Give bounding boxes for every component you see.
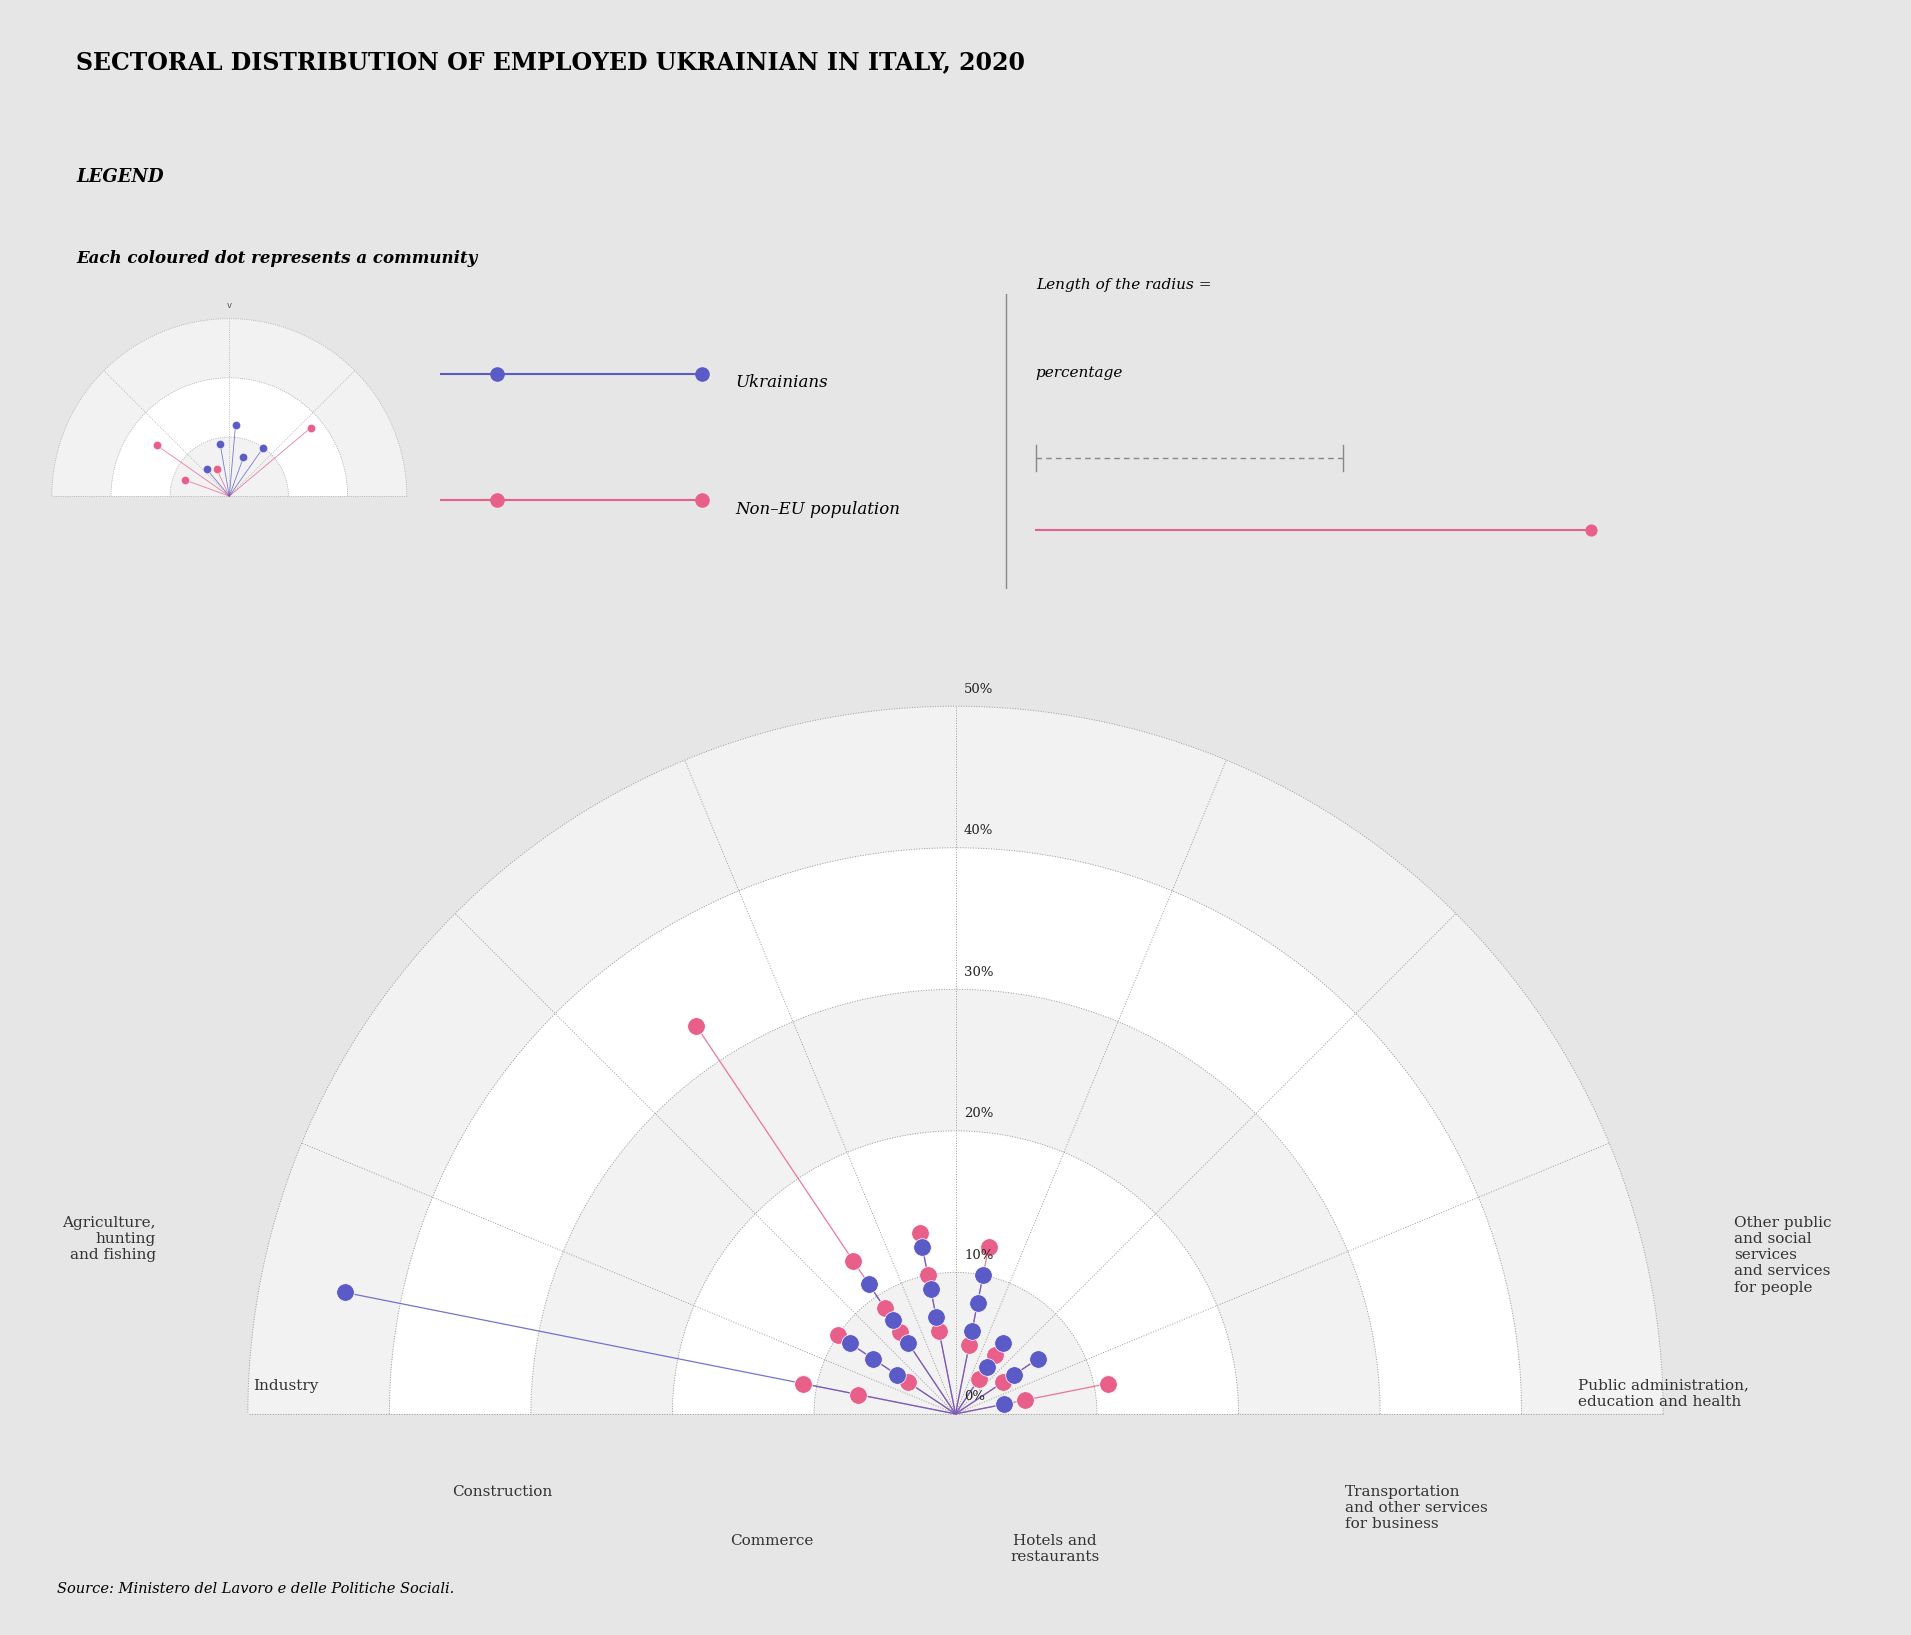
Point (201, 456, 231, 482)
Wedge shape (814, 1272, 1097, 1414)
Text: 10%: 10% (963, 1249, 994, 1262)
Point (1022, 1346, 1053, 1372)
Point (296, 415, 327, 441)
Text: Non–EU population: Non–EU population (736, 500, 900, 518)
Point (963, 1365, 994, 1391)
Point (999, 1362, 1030, 1388)
Text: Agriculture,
hunting
and fishing: Agriculture, hunting and fishing (63, 1216, 157, 1262)
Point (1577, 517, 1607, 543)
Wedge shape (390, 849, 1521, 1414)
Point (839, 1248, 870, 1274)
Point (787, 1370, 818, 1396)
Point (1009, 1386, 1040, 1413)
Point (885, 1318, 915, 1344)
Point (954, 1331, 984, 1357)
Text: Construction: Construction (453, 1485, 552, 1499)
Point (858, 1346, 889, 1372)
Point (1093, 1370, 1124, 1396)
Text: Transportation
and other services
for business: Transportation and other services for bu… (1345, 1485, 1487, 1530)
Point (858, 1346, 889, 1372)
Point (988, 1331, 1019, 1357)
Point (904, 1220, 934, 1246)
Point (923, 1318, 954, 1344)
Point (892, 1331, 923, 1357)
Point (963, 1290, 994, 1316)
Point (822, 1323, 852, 1349)
Text: 30%: 30% (963, 966, 994, 979)
Point (220, 412, 250, 438)
Point (967, 1262, 998, 1288)
Point (1022, 1346, 1053, 1372)
Point (957, 1318, 988, 1344)
Point (963, 1290, 994, 1316)
Point (248, 435, 279, 461)
Point (915, 1275, 946, 1301)
Point (877, 1306, 908, 1333)
Point (971, 1354, 1001, 1380)
Text: percentage: percentage (1036, 366, 1124, 381)
Text: Source: Ministero del Lavoro e delle Politiche Sociali.: Source: Ministero del Lavoro e delle Pol… (57, 1583, 455, 1596)
Text: 20%: 20% (963, 1107, 994, 1120)
Text: LEGEND: LEGEND (76, 168, 164, 186)
Text: Industry: Industry (252, 1378, 319, 1393)
Text: Other public
and social
services
and services
for people: Other public and social services and ser… (1733, 1216, 1831, 1295)
Wedge shape (170, 437, 289, 495)
Text: Ukrainians: Ukrainians (736, 374, 827, 391)
Point (881, 1362, 912, 1388)
Point (854, 1272, 885, 1298)
Point (141, 432, 172, 458)
Text: v: v (227, 301, 231, 311)
Point (688, 361, 719, 387)
Text: Each coloured dot represents a community: Each coloured dot represents a community (76, 250, 478, 268)
Point (870, 1295, 900, 1321)
Point (170, 468, 201, 494)
Text: Commerce: Commerce (730, 1534, 814, 1548)
Text: SECTORAL DISTRIBUTION OF EMPLOYED UKRAINIAN IN ITALY, 2020: SECTORAL DISTRIBUTION OF EMPLOYED UKRAIN… (76, 51, 1026, 74)
Point (988, 1370, 1019, 1396)
Text: 40%: 40% (963, 824, 994, 837)
Text: Length of the radius =: Length of the radius = (1036, 278, 1212, 293)
Text: 50%: 50% (963, 682, 994, 695)
Point (688, 487, 719, 513)
Point (329, 1279, 359, 1305)
Point (980, 1342, 1011, 1368)
Point (892, 1370, 923, 1396)
Point (482, 361, 512, 387)
Point (227, 445, 258, 471)
Text: Hotels and
restaurants: Hotels and restaurants (1009, 1534, 1099, 1565)
Wedge shape (52, 319, 407, 495)
Wedge shape (111, 378, 348, 495)
Point (482, 487, 512, 513)
Text: Public administration,
education and health: Public administration, education and hea… (1578, 1378, 1749, 1409)
Point (680, 1012, 711, 1038)
Wedge shape (248, 706, 1663, 1414)
Point (835, 1329, 866, 1355)
Point (191, 456, 222, 482)
Point (988, 1391, 1019, 1418)
Wedge shape (673, 1131, 1238, 1414)
Point (973, 1234, 1003, 1261)
Point (913, 1262, 944, 1288)
Point (921, 1303, 952, 1329)
Point (908, 1234, 938, 1261)
Point (204, 430, 235, 456)
Point (843, 1382, 873, 1408)
Text: 0%: 0% (963, 1390, 984, 1403)
Wedge shape (531, 989, 1380, 1414)
